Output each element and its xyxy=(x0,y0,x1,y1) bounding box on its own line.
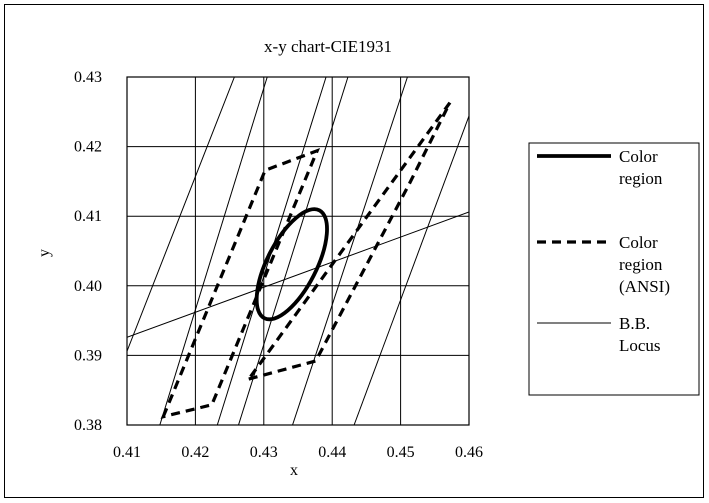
x-tick-label: 0.43 xyxy=(250,444,278,461)
legend-entry-ansi: Color region (ANSI) xyxy=(537,233,670,296)
series-color-region xyxy=(254,207,329,322)
legend-entry-color-region: Color region xyxy=(537,147,663,188)
legend-label-line: region xyxy=(619,255,663,274)
series-ansi-region xyxy=(160,147,321,419)
series-ansi-region xyxy=(244,101,452,382)
legend-label-line: region xyxy=(619,169,663,188)
legend-label: Color region xyxy=(619,147,663,188)
y-tick-label: 0.40 xyxy=(74,278,102,295)
chart-svg: x-y chart-CIE1931 0.41 0.42 0.43 0.44 0.45 0.… xyxy=(36,37,700,479)
legend-label-line: B.B. xyxy=(619,314,650,333)
x-tick-label: 0.45 xyxy=(387,444,415,461)
isotemperature-line xyxy=(238,77,349,425)
legend: Color region Color region (ANSI) B.B. Locus xyxy=(528,142,700,396)
chart-frame: x-y chart-CIE1931 0.41 0.42 0.43 0.44 0.45 0.… xyxy=(4,4,704,498)
legend-label-line: Locus xyxy=(619,336,661,355)
legend-box xyxy=(528,142,700,396)
y-tick-label: 0.39 xyxy=(74,347,102,364)
legend-label-line: Color xyxy=(619,147,658,166)
x-tick-label: 0.46 xyxy=(455,444,483,461)
legend-label: Color region (ANSI) xyxy=(619,233,670,296)
isotemperature-line xyxy=(159,77,268,425)
legend-label: B.B. Locus xyxy=(619,314,661,355)
y-tick-label: 0.43 xyxy=(74,69,102,86)
x-tick-labels: 0.41 0.42 0.43 0.44 0.45 0.46 xyxy=(113,444,483,461)
x-tick-label: 0.44 xyxy=(318,444,346,461)
y-tick-label: 0.42 xyxy=(74,139,102,156)
isotemperature-line xyxy=(127,77,235,352)
chart-title: x-y chart-CIE1931 xyxy=(264,37,392,56)
y-tick-label: 0.38 xyxy=(74,417,102,434)
plot-border xyxy=(126,76,470,426)
x-tick-label: 0.42 xyxy=(181,444,209,461)
y-axis-label: y xyxy=(36,249,53,257)
y-tick-label: 0.41 xyxy=(74,208,102,225)
legend-label-line: Color xyxy=(619,233,658,252)
legend-entry-bb-locus: B.B. Locus xyxy=(537,314,661,355)
plot-area xyxy=(126,76,470,426)
series-bb-locus xyxy=(127,211,469,338)
x-axis-label: x xyxy=(290,462,298,479)
legend-label-line: (ANSI) xyxy=(619,277,670,296)
x-tick-label: 0.41 xyxy=(113,444,141,461)
isotemperature-line xyxy=(353,115,469,425)
y-tick-labels: 0.38 0.39 0.40 0.41 0.42 0.43 xyxy=(74,69,102,434)
plot-content xyxy=(127,77,469,425)
isotemperature-line xyxy=(292,77,408,425)
